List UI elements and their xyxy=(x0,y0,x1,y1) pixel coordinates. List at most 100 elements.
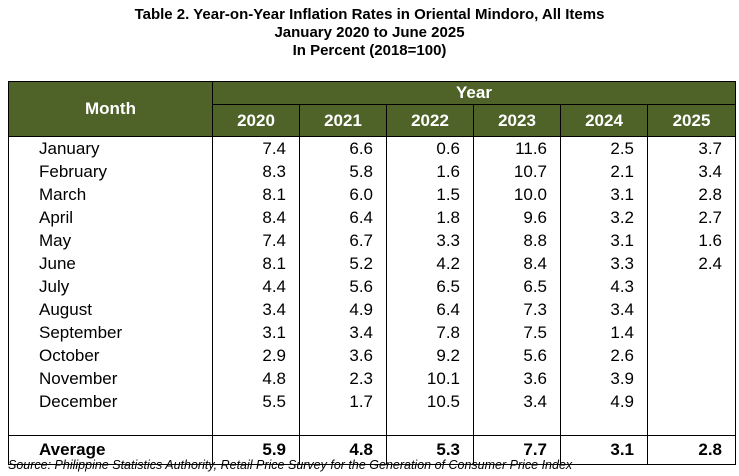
inflation-value-cell: 2.7 xyxy=(647,206,736,229)
inflation-value-cell: 8.8 xyxy=(473,229,561,252)
inflation-value-cell xyxy=(647,367,736,390)
inflation-value-cell: 9.2 xyxy=(386,344,474,367)
inflation-value-cell: 2.9 xyxy=(212,344,300,367)
inflation-value-cell xyxy=(647,321,736,344)
inflation-value-cell: 3.4 xyxy=(473,390,561,413)
inflation-value-cell: 5.5 xyxy=(212,390,300,413)
inflation-value-cell: 2.6 xyxy=(560,344,648,367)
title-line-2: January 2020 to June 2025 xyxy=(274,24,465,41)
inflation-value-cell: 6.5 xyxy=(386,275,474,298)
table-row: July 4.4 5.6 6.5 6.5 4.3 xyxy=(8,275,736,298)
average-label: Average xyxy=(8,435,213,465)
inflation-value-cell: 2.8 xyxy=(647,183,736,206)
month-cell: May xyxy=(8,229,213,252)
inflation-value-cell: 4.9 xyxy=(299,298,387,321)
inflation-value-cell: 5.6 xyxy=(299,275,387,298)
table-row: November 4.8 2.3 10.1 3.6 3.9 xyxy=(8,367,736,390)
month-cell: February xyxy=(8,160,213,183)
inflation-value-cell: 11.6 xyxy=(473,136,561,160)
inflation-value-cell: 6.5 xyxy=(473,275,561,298)
inflation-value-cell: 1.8 xyxy=(386,206,474,229)
table-row: May 7.4 6.7 3.3 8.8 3.1 1.6 xyxy=(8,229,736,252)
inflation-value-cell: 7.3 xyxy=(473,298,561,321)
inflation-value-cell: 8.4 xyxy=(212,206,300,229)
inflation-value-cell: 6.7 xyxy=(299,229,387,252)
inflation-value-cell: 3.1 xyxy=(212,321,300,344)
inflation-value-cell: 8.3 xyxy=(212,160,300,183)
inflation-value-cell: 8.1 xyxy=(212,252,300,275)
inflation-value-cell xyxy=(647,275,736,298)
inflation-value-cell: 1.7 xyxy=(299,390,387,413)
inflation-value-cell xyxy=(647,344,736,367)
year-header-cell: 2020 xyxy=(212,104,300,137)
inflation-value-cell: 6.0 xyxy=(299,183,387,206)
inflation-value-cell: 3.4 xyxy=(560,298,648,321)
table-title: Table 2. Year-on-Year Inflation Rates in… xyxy=(0,6,739,60)
inflation-value-cell: 3.1 xyxy=(560,229,648,252)
year-header-cell: 2023 xyxy=(473,104,561,137)
inflation-value-cell: 2.3 xyxy=(299,367,387,390)
year-column-group-header: Year xyxy=(212,81,736,105)
inflation-value-cell: 3.4 xyxy=(299,321,387,344)
inflation-value-cell: 0.6 xyxy=(386,136,474,160)
title-line-1: Table 2. Year-on-Year Inflation Rates in… xyxy=(134,6,605,23)
inflation-value-cell: 5.8 xyxy=(299,160,387,183)
inflation-value-cell: 7.5 xyxy=(473,321,561,344)
average-row: Average 5.9 4.8 5.3 7.7 3.1 2.8 xyxy=(8,435,736,465)
inflation-value-cell: 7.4 xyxy=(212,136,300,160)
inflation-value-cell: 5.6 xyxy=(473,344,561,367)
month-cell: December xyxy=(8,390,213,413)
blank-spacer-row xyxy=(8,413,736,436)
inflation-value-cell: 3.4 xyxy=(212,298,300,321)
year-header-cell: 2025 xyxy=(647,104,736,137)
inflation-value-cell: 4.2 xyxy=(386,252,474,275)
inflation-value-cell: 6.4 xyxy=(299,206,387,229)
inflation-value-cell: 7.8 xyxy=(386,321,474,344)
year-header-cell: 2024 xyxy=(560,104,648,137)
table-row: October 2.9 3.6 9.2 5.6 2.6 xyxy=(8,344,736,367)
month-cell: September xyxy=(8,321,213,344)
table-row: January 7.4 6.6 0.6 11.6 2.5 3.7 xyxy=(8,136,736,160)
inflation-value-cell: 6.6 xyxy=(299,136,387,160)
inflation-value-cell: 4.4 xyxy=(212,275,300,298)
average-value: 3.1 xyxy=(560,435,648,465)
inflation-value-cell: 3.6 xyxy=(299,344,387,367)
inflation-value-cell: 4.3 xyxy=(560,275,648,298)
inflation-value-cell xyxy=(647,390,736,413)
inflation-value-cell: 1.5 xyxy=(386,183,474,206)
inflation-value-cell: 3.9 xyxy=(560,367,648,390)
inflation-value-cell: 2.4 xyxy=(647,252,736,275)
inflation-value-cell: 3.6 xyxy=(473,367,561,390)
inflation-value-cell: 4.9 xyxy=(560,390,648,413)
inflation-value-cell: 3.1 xyxy=(560,183,648,206)
inflation-value-cell: 6.4 xyxy=(386,298,474,321)
table-body: January 7.4 6.6 0.6 11.6 2.5 3.7 February 8.3 5.8… xyxy=(8,136,736,465)
inflation-value-cell: 3.3 xyxy=(560,252,648,275)
inflation-value-cell: 8.1 xyxy=(212,183,300,206)
average-value: 5.9 xyxy=(212,435,300,465)
average-value: 5.3 xyxy=(386,435,474,465)
month-column-header: Month xyxy=(8,81,213,137)
month-cell: October xyxy=(8,344,213,367)
inflation-value-cell: 3.2 xyxy=(560,206,648,229)
table-row: March 8.1 6.0 1.5 10.0 3.1 2.8 xyxy=(8,183,736,206)
inflation-value-cell: 7.4 xyxy=(212,229,300,252)
month-cell: January xyxy=(8,136,213,160)
title-line-3: In Percent (2018=100) xyxy=(292,42,447,59)
month-cell: April xyxy=(8,206,213,229)
inflation-value-cell: 3.3 xyxy=(386,229,474,252)
inflation-value-cell: 2.1 xyxy=(560,160,648,183)
inflation-value-cell: 1.6 xyxy=(386,160,474,183)
table-row: August 3.4 4.9 6.4 7.3 3.4 xyxy=(8,298,736,321)
year-header-cell: 2022 xyxy=(386,104,474,137)
source-note: Source: Philippine Statistics Authority,… xyxy=(8,458,573,472)
inflation-table: Month Year 2020 2021 2022 2023 2024 2025… xyxy=(8,81,736,465)
table-row: December 5.5 1.7 10.5 3.4 4.9 xyxy=(8,390,736,413)
table-row: September 3.1 3.4 7.8 7.5 1.4 xyxy=(8,321,736,344)
average-value: 2.8 xyxy=(647,435,736,465)
month-cell: November xyxy=(8,367,213,390)
inflation-value-cell: 4.8 xyxy=(212,367,300,390)
inflation-value-cell: 1.4 xyxy=(560,321,648,344)
inflation-value-cell: 1.6 xyxy=(647,229,736,252)
month-cell: July xyxy=(8,275,213,298)
